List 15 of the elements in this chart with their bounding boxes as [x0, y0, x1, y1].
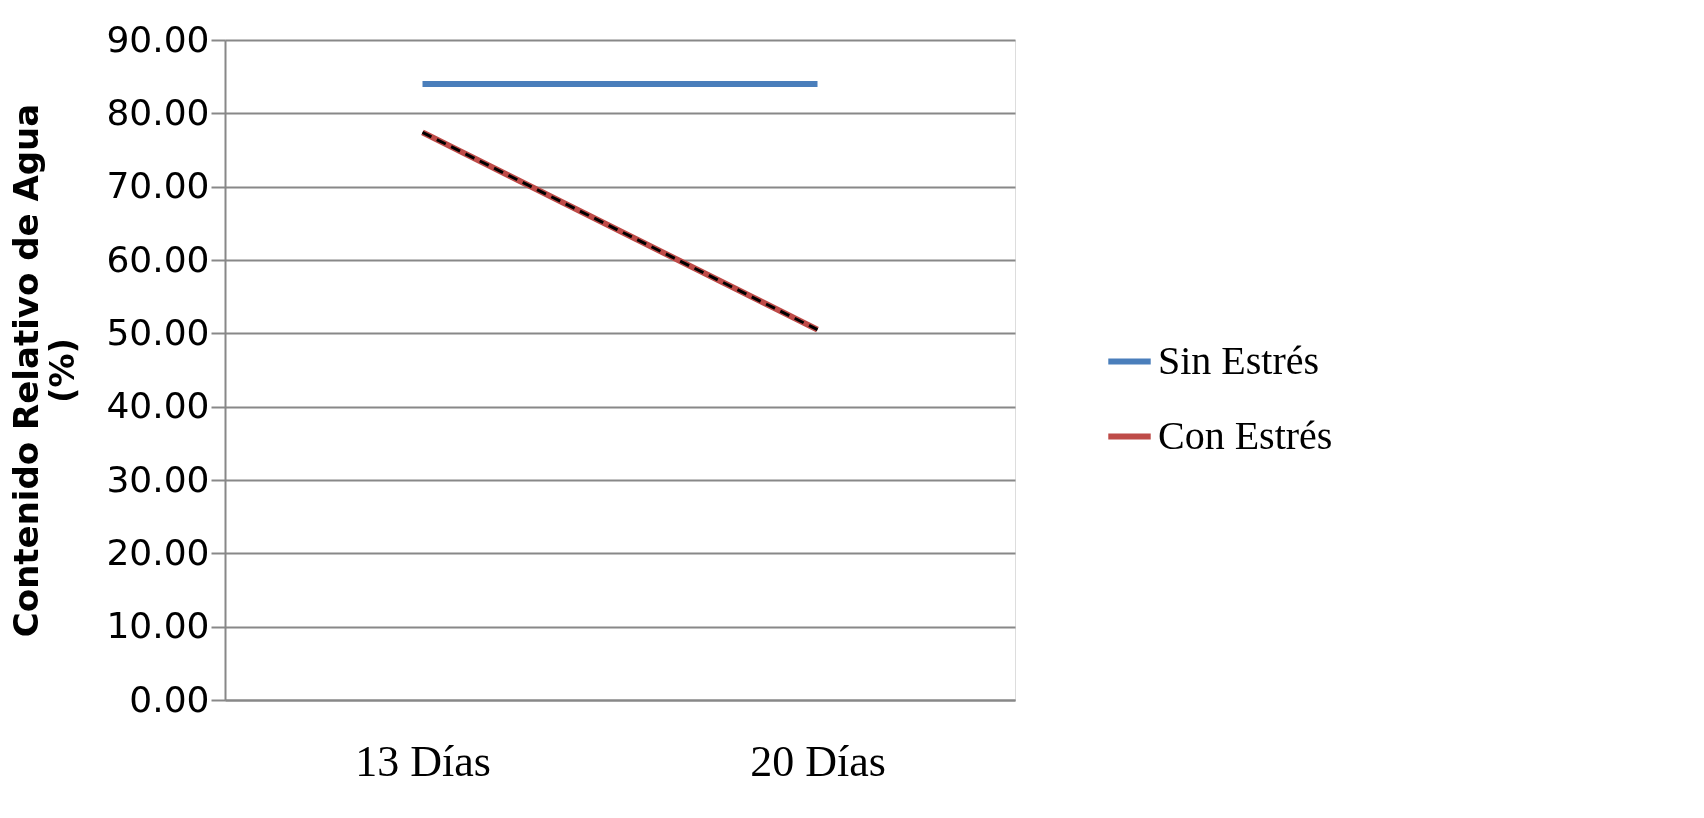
y-tick-label: 90.00	[106, 18, 210, 60]
y-tick-label: 0.00	[129, 678, 210, 720]
y-tick-label: 70.00	[106, 165, 210, 207]
y-tick-label: 10.00	[106, 605, 210, 647]
y-tick-label: 30.00	[106, 458, 210, 500]
y-tick-label: 80.00	[106, 91, 210, 133]
y-tick-label: 60.00	[106, 238, 210, 280]
x-tick-label: 13 Días	[355, 736, 491, 786]
x-tick-label: 20 Días	[750, 736, 886, 786]
y-tick-label: 40.00	[106, 385, 210, 427]
legend-label: Con Estrés	[1158, 412, 1333, 458]
y-tick-label: 20.00	[106, 531, 210, 573]
y-axis-title: Contenido Relativo de Agua (%)	[6, 103, 83, 638]
y-tick-label: 50.00	[106, 311, 210, 353]
legend-label: Sin Estrés	[1158, 337, 1320, 383]
